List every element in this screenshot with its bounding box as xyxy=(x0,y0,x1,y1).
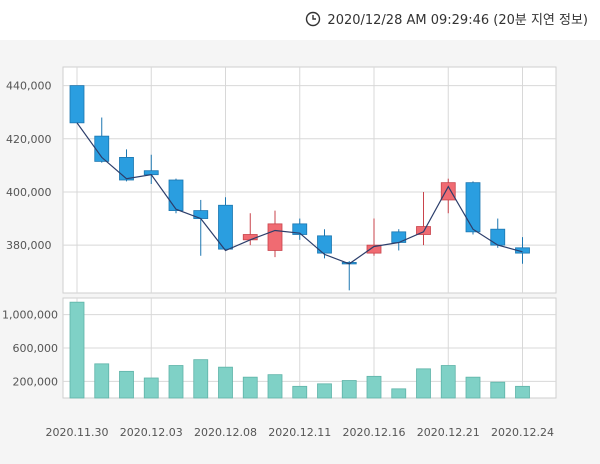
xtick-label: 2020.12.11 xyxy=(268,426,331,439)
volume-bar xyxy=(366,375,382,399)
candle-body xyxy=(69,85,85,124)
volume-bar xyxy=(218,366,233,399)
volume-bar xyxy=(94,363,110,399)
candle-body xyxy=(366,244,382,254)
candle-body xyxy=(168,179,184,211)
candle-body xyxy=(267,223,283,251)
clock-icon xyxy=(306,11,321,26)
volume-bar xyxy=(391,388,407,399)
candle-body xyxy=(292,223,308,235)
volume-bar xyxy=(341,380,357,399)
volume-bar xyxy=(69,301,85,399)
timestamp: 2020/12/28 AM 09:29:46 (20분 지연 정보) xyxy=(305,9,588,28)
price-plot-area xyxy=(62,66,557,294)
chart-panel: 380,000 400,000 420,000 440,000 200,000 600,0… xyxy=(0,40,600,464)
stock-chart: 380,000 400,000 420,000 440,000 200,000 600,0… xyxy=(2,66,557,439)
xtick-label: 2020.12.21 xyxy=(417,426,480,439)
volume-bar xyxy=(242,376,258,399)
candle-body xyxy=(490,228,506,246)
header-bar: 2020/12/28 AM 09:29:46 (20분 지연 정보) xyxy=(0,0,600,40)
timestamp-text: 2020/12/28 AM 09:29:46 (20분 지연 정보) xyxy=(327,13,588,28)
volume-bar xyxy=(317,383,332,399)
candle-body xyxy=(119,157,134,181)
candle-body xyxy=(94,135,110,162)
candle-body xyxy=(143,170,159,176)
candle-body xyxy=(465,182,481,233)
volume-bar xyxy=(515,385,530,399)
price-line xyxy=(76,122,523,265)
xtick-label: 2020.11.30 xyxy=(46,426,109,439)
volume-ytick-label: 1,000,000 xyxy=(2,309,58,322)
volume-bar xyxy=(416,368,431,399)
xtick-label: 2020.12.16 xyxy=(343,426,406,439)
volume-bar xyxy=(465,376,481,399)
price-ytick-label: 400,000 xyxy=(6,186,52,199)
volume-bar xyxy=(168,365,184,399)
price-ytick-label: 380,000 xyxy=(6,239,52,252)
candle-body xyxy=(317,235,332,254)
candle-body xyxy=(416,226,431,235)
volume-bar xyxy=(292,385,308,399)
volume-bar xyxy=(193,359,209,399)
price-ytick-label: 420,000 xyxy=(6,133,52,146)
xtick-label: 2020.12.24 xyxy=(491,426,554,439)
volume-bar xyxy=(143,377,159,399)
price-ytick-label: 440,000 xyxy=(6,80,52,93)
volume-bar xyxy=(267,374,283,399)
xtick-label: 2020.12.08 xyxy=(194,426,257,439)
candle-body xyxy=(440,182,456,201)
volume-ytick-label: 200,000 xyxy=(13,375,59,388)
volume-bar xyxy=(119,370,134,399)
volume-bar xyxy=(440,365,456,399)
volume-bar xyxy=(490,381,506,399)
candle-body xyxy=(242,234,258,241)
candle-body xyxy=(218,204,233,250)
xtick-label: 2020.12.03 xyxy=(120,426,183,439)
volume-ytick-label: 600,000 xyxy=(13,342,59,355)
